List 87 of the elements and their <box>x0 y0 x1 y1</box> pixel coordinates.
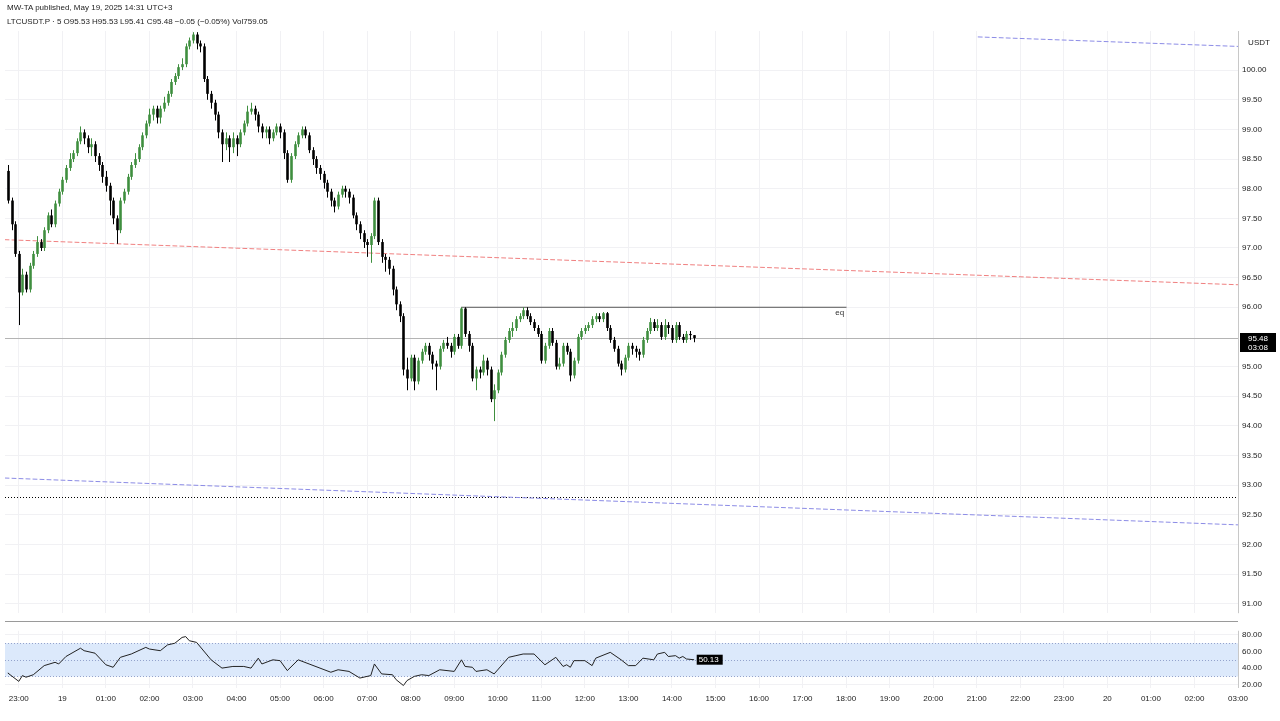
y-tick-label: 80.00 <box>1242 630 1263 640</box>
y-tick-label: 91.00 <box>1242 598 1263 608</box>
candlestick <box>453 333 456 356</box>
x-tick-label: 23:00 <box>1053 694 1075 703</box>
candlestick <box>493 383 496 422</box>
x-tick-label: 20 <box>1102 694 1113 703</box>
candlestick <box>232 131 235 154</box>
y-tick-label: 94.00 <box>1242 421 1263 431</box>
y-tick-label: 40.00 <box>1242 663 1263 673</box>
chart-title: LTCUSDT.P · 5 O95.53 H95.53 L95.41 C95.48 −0.05 (−0.05%) Vol759.05 <box>5 17 270 26</box>
candlestick <box>36 235 39 258</box>
candlestick <box>54 200 57 228</box>
candlestick <box>435 360 438 391</box>
y-axis-title: USDT <box>1248 38 1270 48</box>
x-tick-label: 15:00 <box>705 694 727 703</box>
candlestick <box>21 268 24 296</box>
candlestick <box>642 336 645 359</box>
x-tick-label: 19 <box>57 694 68 703</box>
x-tick-label: 09:00 <box>444 694 465 703</box>
x-tick-label: 03:00 <box>1227 694 1249 703</box>
chart-subtitle: MW-TA published, May 19, 2025 14:31 UTC+3 <box>5 3 175 12</box>
x-tick-label: 13:00 <box>618 694 639 703</box>
x-tick-label: 20:00 <box>923 694 944 703</box>
ref-line-label: 95.48 <box>1247 333 1269 343</box>
candlestick <box>47 211 50 234</box>
y-tick-label: 99.00 <box>1242 124 1263 134</box>
candlestick <box>105 170 108 193</box>
y-tick-label: 92.00 <box>1242 539 1263 549</box>
y-tick-label: 93.00 <box>1242 480 1263 490</box>
x-tick-label: 02:00 <box>1184 694 1206 703</box>
x-tick-label: 08:00 <box>400 694 422 703</box>
x-tick-label: 01:00 <box>1140 694 1162 703</box>
y-tick-label: 91.50 <box>1242 569 1263 579</box>
y-tick-label: 98.50 <box>1242 154 1263 164</box>
y-tick-label: 60.00 <box>1242 646 1263 656</box>
x-tick-label: 14:00 <box>661 694 683 703</box>
x-tick-label: 22:00 <box>1010 694 1031 703</box>
x-tick-label: 02:00 <box>139 694 160 703</box>
x-tick-label: 18:00 <box>836 694 857 703</box>
candlestick <box>116 214 119 245</box>
candlestick <box>475 366 478 391</box>
x-tick-label: 07:00 <box>357 694 378 703</box>
text: 03:08 <box>1247 342 1269 352</box>
x-tick-label: 04:00 <box>226 694 248 703</box>
y-tick-label: 93.50 <box>1242 450 1263 460</box>
candlestick <box>482 354 485 376</box>
y-tick-label: 20.00 <box>1242 679 1263 689</box>
candlestick <box>562 342 565 368</box>
candlestick <box>410 354 413 382</box>
candlestick <box>221 128 224 163</box>
x-tick-label: 12:00 <box>574 694 596 703</box>
x-tick-label: 10:00 <box>487 694 509 703</box>
x-tick-label: 11:00 <box>531 694 552 703</box>
x-tick-label: 03:00 <box>182 694 204 703</box>
y-tick-label: 96.50 <box>1242 272 1263 282</box>
x-tick-label: 06:00 <box>313 694 335 703</box>
y-tick-label: 96.00 <box>1242 302 1263 312</box>
candlestick <box>94 140 97 163</box>
candlestick <box>290 152 293 184</box>
y-tick-label: 97.00 <box>1242 243 1263 253</box>
x-tick-label: 19:00 <box>879 694 901 703</box>
y-tick-label: 99.50 <box>1242 94 1263 104</box>
candlestick <box>236 134 239 157</box>
candlestick <box>25 271 28 293</box>
candlestick <box>308 131 311 154</box>
candlestick <box>573 357 576 379</box>
y-tick-label: 100.00 <box>1242 65 1268 75</box>
x-tick-label: 17:00 <box>792 694 814 703</box>
candlestick <box>406 357 409 391</box>
series-label: eq <box>835 308 845 318</box>
candlestick <box>504 336 507 359</box>
candlestick <box>417 357 420 385</box>
y-tick-label: 94.50 <box>1242 391 1263 401</box>
x-tick-label: 23:00 <box>8 694 30 703</box>
y-tick-label: 98.00 <box>1242 183 1263 193</box>
candlestick <box>413 354 416 391</box>
x-tick-label: 16:00 <box>749 694 770 703</box>
y-tick-label: 95.00 <box>1242 361 1263 371</box>
y-tick-label: 97.50 <box>1242 213 1263 223</box>
x-tick-label: 21:00 <box>966 694 988 703</box>
x-tick-label: 05:00 <box>270 694 291 703</box>
candlestick <box>544 342 547 365</box>
data-label: 50.13 <box>698 655 720 665</box>
x-tick-label: 01:00 <box>95 694 117 703</box>
candlestick <box>185 42 188 68</box>
y-tick-label: 92.50 <box>1242 509 1263 519</box>
candlestick <box>228 134 231 163</box>
